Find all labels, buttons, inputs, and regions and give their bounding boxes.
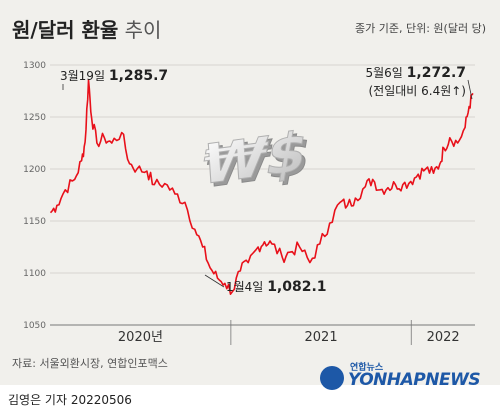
logo-korean: 연합뉴스 bbox=[350, 363, 384, 373]
y-tick-label: 1250 bbox=[23, 113, 46, 123]
title-sub: 추이 bbox=[124, 18, 162, 42]
low-pointer bbox=[204, 274, 225, 288]
logo-brand: YONHAPNEWS bbox=[348, 370, 481, 390]
plot-area bbox=[50, 65, 475, 325]
latest-change-annotation: (전일대비 6.4원↑) bbox=[368, 84, 466, 98]
x-period-label: 2020년 bbox=[118, 330, 163, 345]
y-tick-label: 1150 bbox=[23, 217, 46, 227]
x-period-label: 2022 bbox=[427, 330, 460, 345]
exchange-rate-line bbox=[49, 79, 474, 296]
low-annotation: 1월4일 1,082.1 bbox=[226, 279, 327, 295]
x-period-label: 2021 bbox=[305, 330, 338, 345]
title-main: 원/달러 환율 bbox=[12, 18, 119, 42]
x-axis-periods: 2020년 2021 2022 bbox=[118, 320, 460, 345]
byline: 김영은 기자 20220506 bbox=[8, 393, 132, 407]
y-tick-label: 1200 bbox=[23, 165, 46, 175]
source-note: 자료: 서울외환시장, 연합인포맥스 bbox=[12, 357, 168, 370]
unit-note: 종가 기준, 단위: 원(달러 당) bbox=[355, 22, 486, 35]
latest-pointer bbox=[467, 79, 473, 100]
y-axis-ticks: 1050 1100 1150 1200 1250 1300 bbox=[23, 61, 46, 331]
yonhap-logo: 연합뉴스 YONHAPNEWS bbox=[320, 363, 490, 392]
logo-globe-icon bbox=[320, 366, 344, 390]
y-tick-label: 1100 bbox=[23, 269, 46, 279]
chart-title: 원/달러 환율 추이 bbox=[12, 14, 161, 43]
grid-lines bbox=[50, 64, 475, 274]
y-tick-label: 1050 bbox=[23, 321, 46, 331]
y-tick-label: 1300 bbox=[23, 61, 46, 71]
latest-annotation: 5월6일 1,272.7 bbox=[365, 65, 466, 81]
peak-annotation: 3월19일 1,285.7 bbox=[60, 68, 168, 84]
